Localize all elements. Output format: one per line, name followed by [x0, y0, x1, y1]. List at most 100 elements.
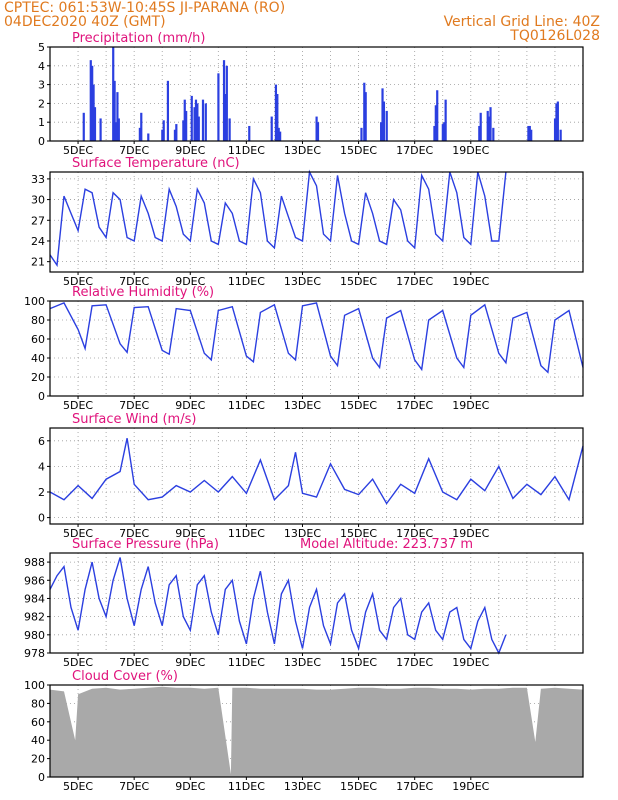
x-tick-label: 11DEC — [228, 527, 265, 540]
panel-frame — [49, 171, 584, 273]
cloud-cover-area — [50, 686, 583, 777]
x-tick-label: 7DEC — [119, 275, 149, 288]
precip-bar — [315, 116, 318, 141]
y-tick-label: 4 — [38, 60, 45, 73]
series-line — [49, 557, 507, 655]
precip-bar — [555, 103, 558, 141]
y-tick-label: 60 — [31, 333, 45, 346]
x-tick-label: 15DEC — [340, 780, 377, 793]
panel-frame — [49, 684, 584, 778]
precip-bar — [478, 125, 481, 141]
x-tick-label: 15DEC — [340, 656, 377, 669]
x-tick-label: 17DEC — [396, 780, 433, 793]
x-tick-label: 11DEC — [228, 656, 265, 669]
y-tick-label: 33 — [31, 173, 45, 186]
x-tick-label: 9DEC — [175, 780, 205, 793]
y-tick-label: 60 — [31, 716, 45, 729]
x-tick-label: 5DEC — [63, 780, 93, 793]
y-tick-label: 978 — [24, 647, 45, 660]
precip-bar — [492, 127, 495, 141]
x-tick-label: 15DEC — [340, 144, 377, 157]
precip-bar — [316, 122, 320, 141]
x-tick-label: 19DEC — [452, 527, 489, 540]
header-station: CPTEC: 061:53W-10:45S JI-PARANA (RO) — [4, 0, 286, 16]
x-tick-label: 7DEC — [119, 144, 149, 157]
x-tick-label: 13DEC — [284, 399, 321, 412]
precip-bar — [225, 65, 228, 141]
precip-bar — [228, 118, 231, 141]
y-tick-label: 3 — [38, 79, 45, 92]
precip-bar — [556, 101, 559, 141]
y-tick-label: 2 — [38, 97, 45, 110]
header-model-code: TQ0126L028 — [510, 28, 600, 44]
x-tick-label: 19DEC — [452, 144, 489, 157]
panel-title: Precipitation (mm/h) — [72, 31, 205, 46]
precip-bar — [92, 84, 95, 141]
precip-bar — [382, 101, 386, 141]
y-tick-label: 40 — [31, 734, 45, 747]
panel-title: Surface Wind (m/s) — [72, 412, 196, 427]
header-date: 04DEC2020 40Z (GMT) — [4, 14, 166, 30]
precip-bar — [527, 125, 530, 141]
y-tick-label: 27 — [31, 214, 45, 227]
precip-bar — [434, 105, 437, 141]
precip-bar — [197, 116, 200, 141]
x-tick-label: 13DEC — [284, 656, 321, 669]
y-tick-label: 980 — [24, 629, 45, 642]
x-tick-label: 11DEC — [228, 399, 265, 412]
precip-bar — [279, 131, 282, 141]
precip-bar — [441, 124, 444, 141]
precip-bar — [138, 127, 141, 141]
y-tick-label: 24 — [31, 235, 45, 248]
panel-extra-label: Model Altitude: 223.737 m — [300, 537, 473, 552]
precip-bar — [113, 80, 116, 141]
precip-bar — [82, 112, 85, 141]
x-tick-label: 11DEC — [228, 144, 265, 157]
y-tick-label: 5 — [38, 41, 45, 54]
x-tick-label: 13DEC — [284, 527, 321, 540]
precip-bar — [528, 125, 531, 141]
y-tick-label: 0 — [38, 135, 45, 148]
precip-bar — [116, 92, 119, 141]
precip-bar — [196, 103, 199, 141]
x-tick-label: 19DEC — [452, 780, 489, 793]
precip-bar — [222, 60, 226, 141]
x-tick-label: 9DEC — [175, 275, 205, 288]
precip-bar — [114, 122, 118, 141]
y-tick-label: 80 — [31, 697, 45, 710]
x-tick-label: 17DEC — [396, 399, 433, 412]
precip-bar — [364, 92, 367, 141]
precip-bar — [436, 90, 439, 141]
precip-bar — [204, 103, 207, 141]
x-tick-label: 9DEC — [175, 144, 205, 157]
panel-title: Surface Temperature (nC) — [72, 156, 240, 171]
precip-bar — [224, 94, 227, 141]
precip-bar — [444, 99, 447, 141]
precip-bar — [89, 60, 92, 141]
y-tick-label: 21 — [31, 256, 45, 269]
y-tick-label: 0 — [38, 512, 45, 525]
x-tick-label: 5DEC — [63, 144, 93, 157]
precip-bar — [91, 65, 94, 141]
x-tick-label: 7DEC — [119, 656, 149, 669]
x-tick-label: 13DEC — [284, 275, 321, 288]
y-tick-label: 988 — [24, 556, 45, 569]
panel-title: Relative Humidity (%) — [72, 285, 214, 300]
x-tick-label: 17DEC — [396, 144, 433, 157]
precip-bar — [93, 107, 97, 141]
precip-bar — [112, 47, 115, 141]
y-tick-label: 4 — [38, 460, 45, 473]
y-tick-label: 986 — [24, 574, 45, 587]
y-tick-label: 20 — [31, 371, 45, 384]
x-tick-label: 7DEC — [119, 780, 149, 793]
precip-bar — [380, 122, 383, 141]
precip-bar — [276, 94, 279, 141]
x-tick-label: 13DEC — [284, 780, 321, 793]
x-tick-label: 5DEC — [63, 275, 93, 288]
precip-bar — [182, 120, 185, 141]
y-tick-label: 100 — [24, 679, 45, 692]
header-grid-note: Vertical Grid Line: 40Z — [443, 14, 600, 30]
precip-bar — [381, 88, 384, 141]
series-line — [49, 438, 584, 505]
